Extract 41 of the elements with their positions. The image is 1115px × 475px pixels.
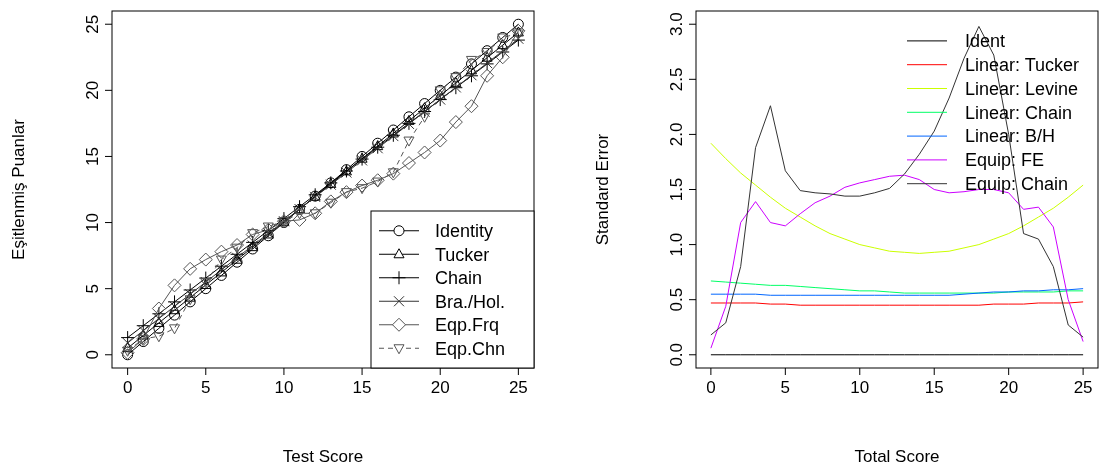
y-tick-label: 25	[83, 14, 102, 34]
x-tick-label: 15	[924, 378, 944, 397]
y-tick-label: 0	[83, 350, 102, 360]
y-tick-label: 1.0	[667, 232, 686, 257]
y-tick-label: 20	[83, 80, 102, 100]
x-axis-title: Total Score	[854, 447, 940, 466]
y-axis-title: Standard Error	[593, 133, 612, 246]
x-tick-label: 5	[201, 378, 211, 397]
y-tick-label: 1.5	[667, 177, 686, 202]
legend-label: Eqp.Frq	[435, 315, 500, 336]
legend-label: Bra./Hol.	[435, 291, 506, 312]
x-tick-label: 25	[1073, 378, 1093, 397]
x-tick-label: 0	[122, 378, 133, 397]
legend-label: Equip: Chain	[965, 174, 1069, 194]
y-tick-label: 2.5	[667, 67, 686, 92]
legend-label: Identity	[435, 221, 494, 242]
x-tick-label: 10	[274, 378, 294, 397]
x-tick-label: 15	[352, 378, 372, 397]
legend-label: Linear: Chain	[965, 102, 1073, 123]
legend-label: Linear: Tucker	[965, 55, 1080, 75]
legend-label: Linear: B/H	[965, 126, 1056, 147]
y-tick-label: 0.0	[667, 342, 686, 367]
y-tick-label: 0.5	[667, 287, 686, 312]
y-tick-label: 15	[83, 146, 102, 166]
y-axis-title: Eşitlenmiş Puanlar	[9, 118, 28, 260]
legend-label: Chain	[435, 268, 483, 289]
x-tick-label: 0	[706, 378, 716, 397]
legend-label: Tucker	[435, 244, 490, 265]
legend-label: Equip: FE	[965, 150, 1045, 171]
y-tick-label: 2.0	[667, 122, 686, 147]
x-tick-label: 20	[430, 378, 450, 397]
x-tick-label: 10	[850, 378, 870, 397]
x-tick-label: 20	[999, 378, 1019, 397]
x-tick-label: 5	[780, 378, 791, 397]
legend-label: Linear: Levine	[965, 78, 1079, 99]
y-tick-label: 5	[83, 283, 102, 294]
x-axis-title: Test Score	[282, 447, 364, 466]
y-tick-label: 10	[83, 213, 102, 233]
legend-label: Eqp.Chn	[435, 338, 506, 359]
y-tick-label: 3.0	[667, 12, 686, 37]
x-tick-label: 25	[508, 378, 528, 397]
